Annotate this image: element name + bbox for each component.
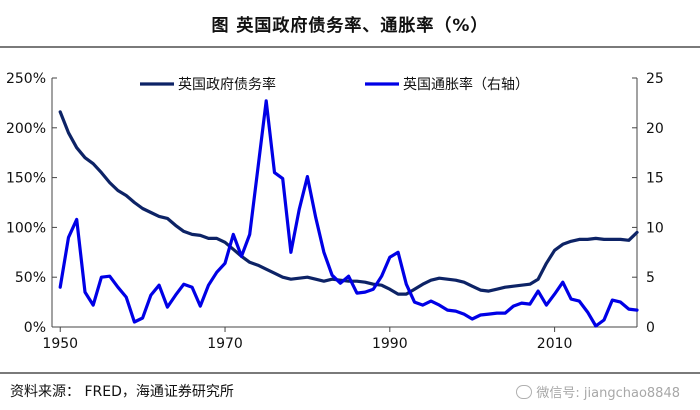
chart-axes: 0% 50% 100% 150% 200% 250% 0 5 10 15 20 25 1950 1970 1… bbox=[6, 71, 664, 352]
left-y-tick-label: 250% bbox=[6, 71, 46, 87]
x-tick-label: 2010 bbox=[537, 336, 573, 352]
watermark-text: 微信号: jiangchao8848 bbox=[536, 386, 680, 401]
left-y-tick-label: 50% bbox=[15, 270, 46, 286]
right-y-tick-label: 20 bbox=[646, 121, 664, 137]
wechat-icon bbox=[516, 384, 533, 399]
right-y-tick-label: 10 bbox=[646, 220, 664, 236]
left-y-tick-label: 100% bbox=[6, 220, 46, 236]
right-y-tick-label: 25 bbox=[646, 71, 664, 87]
footer-divider bbox=[0, 372, 700, 374]
series-line-debt bbox=[58, 110, 639, 296]
x-tick-label: 1950 bbox=[42, 336, 78, 352]
right-y-tick-label: 15 bbox=[646, 171, 664, 187]
left-y-tick-label: 150% bbox=[6, 171, 46, 187]
legend-label: 英国通胀率（右轴） bbox=[403, 76, 529, 93]
source-note: 资料来源： FRED，海通证券研究所 bbox=[10, 384, 234, 400]
x-tick-label: 1990 bbox=[372, 336, 408, 352]
left-y-tick-label: 200% bbox=[6, 121, 46, 137]
series-layer bbox=[58, 99, 639, 328]
series-line-inflation bbox=[58, 99, 639, 328]
chart-title: 图 英国政府债务率、通胀率（%） bbox=[211, 15, 489, 36]
line-chart: 0% 50% 100% 150% 200% 250% 0 5 10 15 20 25 1950 1970 1… bbox=[6, 71, 664, 352]
watermark: 微信号: jiangchao8848 bbox=[516, 382, 680, 401]
right-y-tick-label: 5 bbox=[646, 270, 655, 286]
chart-legend: 英国政府债务率 英国通胀率（右轴） bbox=[140, 76, 529, 93]
x-tick-label: 1970 bbox=[207, 336, 243, 352]
right-y-tick-label: 0 bbox=[646, 320, 655, 336]
title-divider bbox=[0, 46, 700, 48]
chart-title-bar: 图 英国政府债务率、通胀率（%） bbox=[0, 0, 700, 46]
left-y-tick-label: 0% bbox=[24, 320, 46, 336]
legend-label: 英国政府债务率 bbox=[178, 76, 276, 93]
